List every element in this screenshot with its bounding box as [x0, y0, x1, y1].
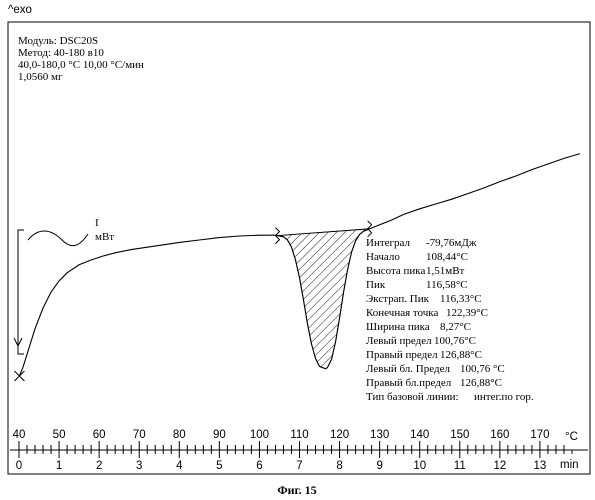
time-tick-label: 5 [216, 460, 222, 472]
time-axis: 012345678910111213 [16, 450, 572, 472]
result-label-right-baseline-limit: Правый бл.предел [366, 377, 452, 389]
result-value-peak: 116,58°C [426, 279, 468, 291]
time-tick-label: 4 [176, 460, 183, 472]
result-value-baseline-type: интег.по гор. [474, 391, 534, 403]
temperature-tick-label: 100 [250, 429, 269, 441]
peak-area-hatched [278, 229, 370, 369]
header-module: Модуль: DSC20S [18, 35, 98, 47]
temperature-tick-label: 110 [290, 429, 308, 441]
time-tick-label: 10 [413, 460, 426, 472]
result-label-integral: Интеграл [366, 237, 411, 249]
result-label-peak-height: Высота пика [366, 265, 425, 277]
time-tick-label: 7 [296, 460, 302, 472]
result-value-peak-width: 8,27°C [440, 321, 471, 333]
temperature-tick-label: 90 [213, 429, 226, 441]
scale-bar-bracket [18, 230, 24, 354]
time-tick-label: 0 [16, 460, 22, 472]
time-tick-label: 6 [256, 460, 262, 472]
scale-bar-unit: мВт [95, 231, 114, 243]
temperature-tick-label: 150 [450, 429, 469, 441]
result-label-peak-width: Ширина пика [366, 321, 430, 333]
temperature-tick-label: 60 [93, 429, 106, 441]
header-method: Метод: 40-180 в10 [18, 47, 104, 59]
header-temperature-program: 40,0-180,0 °C 10,00 °C/мин [18, 59, 144, 71]
time-axis-unit: min [560, 459, 579, 471]
temperature-tick-label: 120 [330, 429, 349, 441]
scale-bar: I мВт [14, 217, 114, 354]
result-label-right-limit: Правый предел [366, 349, 438, 361]
temperature-tick-label: 130 [370, 429, 389, 441]
result-label-baseline-type: Тип базовой линии: [366, 391, 459, 403]
temperature-tick-label: 50 [53, 429, 66, 441]
result-label-onset: Начало [366, 251, 400, 263]
result-value-right-limit: 126,88°C [440, 349, 482, 361]
results-block: Интеграл -79,76мДж Начало 108,44°C Высот… [366, 237, 534, 403]
exo-direction-label: ^exo [8, 4, 32, 16]
time-tick-label: 11 [454, 460, 466, 472]
result-label-end-point: Конечная точка [366, 307, 438, 319]
result-label-left-baseline-limit: Левый бл. Предел [366, 363, 450, 375]
time-tick-label: 2 [96, 460, 102, 472]
result-value-left-limit: 100,76°C [434, 335, 476, 347]
result-value-integral: -79,76мДж [426, 237, 477, 249]
peak-marker [14, 371, 24, 381]
result-value-peak-height: 1,51мВт [426, 265, 465, 277]
result-label-peak: Пик [366, 279, 386, 291]
result-value-right-baseline-limit: 126,88°C [460, 377, 502, 389]
result-value-left-baseline-limit: 100,76 °C [460, 363, 505, 375]
result-label-left-limit: Левый предел [366, 335, 432, 347]
temperature-axis-unit: °C [565, 431, 578, 443]
time-tick-label: 13 [534, 460, 547, 472]
time-tick-label: 3 [136, 460, 142, 472]
result-label-extrap-peak: Экстрап. Пик [366, 293, 430, 305]
scale-bar-wave [28, 231, 88, 246]
result-value-onset: 108,44°C [426, 251, 468, 263]
temperature-tick-label: 160 [490, 429, 509, 441]
temperature-tick-label: 140 [410, 429, 429, 441]
time-tick-label: 8 [336, 460, 342, 472]
scale-bar-value: I [95, 217, 99, 229]
result-value-extrap-peak: 116,33°C [440, 293, 482, 305]
time-tick-label: 1 [56, 460, 62, 472]
temperature-tick-label: 40 [13, 429, 26, 441]
figure-caption: Фиг. 15 [277, 483, 316, 497]
temperature-tick-label: 170 [530, 429, 549, 441]
time-tick-label: 12 [493, 460, 506, 472]
header-sample-mass: 1,0560 мг [18, 71, 63, 83]
temperature-axis: 40 50 60 70 80 90 100 110 120 130 140 150 160 170 [13, 429, 564, 450]
time-tick-label: 9 [376, 460, 382, 472]
temperature-tick-label: 80 [173, 429, 186, 441]
temperature-tick-label: 70 [133, 429, 146, 441]
result-value-end-point: 122,39°C [446, 307, 488, 319]
